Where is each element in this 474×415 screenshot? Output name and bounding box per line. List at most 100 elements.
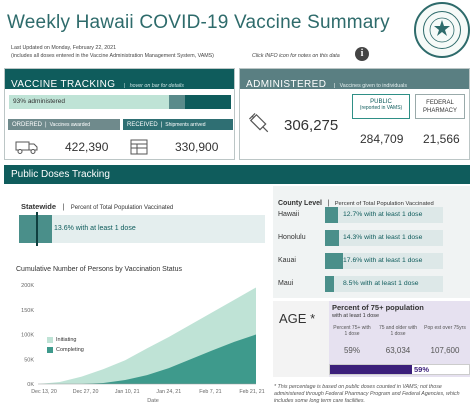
x-tick-label: Dec 27, 20 <box>73 389 99 395</box>
public-box: PUBLIC (reported in VAMS) <box>352 94 410 119</box>
age-label: AGE * <box>279 311 316 326</box>
age-col2-value: 63,034 <box>385 346 411 355</box>
county-value-label: 12.7% with at least 1 dose <box>343 211 423 218</box>
legend-initiating-swatch <box>47 337 53 343</box>
county-row[interactable]: Maui 8.5% with at least 1 dose <box>273 275 470 293</box>
includes-note: (includes all doses entered in the Vacci… <box>11 53 214 59</box>
state-seal-logo <box>414 2 470 58</box>
legend-completing-swatch <box>47 347 53 353</box>
county-name: Hawaii <box>278 211 300 218</box>
public-label: PUBLIC <box>370 99 392 105</box>
series-area-completing <box>38 334 256 384</box>
x-tick-label: Dec 13, 20 <box>31 389 57 395</box>
vaccine-tracking-header: VACCINE TRACKING | hover on bar for deta… <box>5 69 234 90</box>
administered-panel: ADMINISTERED | Vaccines given to individ… <box>239 68 470 160</box>
ordered-value: 422,390 <box>65 140 109 154</box>
age-title: Percent of 75+ population <box>332 303 424 312</box>
x-tick-label: Jan 10, 21 <box>115 389 140 395</box>
ordered-header: ORDERED | Vaccines awarded <box>8 119 120 130</box>
administered-progress-label: 93% administered <box>13 98 66 105</box>
county-row[interactable]: Kauai 17.6% with at least 1 dose <box>273 252 470 270</box>
age-subtitle: with at least 1 dose <box>332 313 380 319</box>
county-bar-track: 8.5% with at least 1 dose <box>325 276 443 292</box>
legend-initiating-label: Initiating <box>56 337 77 343</box>
county-panel: County Level | Percent of Total Populati… <box>273 186 470 298</box>
administered-progress-fill <box>9 95 169 109</box>
county-name: Maui <box>278 280 294 287</box>
info-hint: Click INFO icon for notes on this data <box>252 53 340 59</box>
administered-progress-track[interactable]: 93% administered <box>9 95 231 109</box>
age-col3-label: Pop est over 75yrs <box>424 325 466 331</box>
age-bar-fill <box>330 365 412 374</box>
administered-header: ADMINISTERED | Vaccines given to individ… <box>240 69 469 90</box>
cumulative-title: Cumulative Number of Persons by Vaccinat… <box>16 266 183 273</box>
statewide-sub: Percent of Total Population Vaccinated <box>70 205 174 211</box>
federal-value: 21,566 <box>423 132 460 146</box>
county-heading: County Level | Percent of Total Populati… <box>278 200 434 207</box>
county-bar-track: 14.3% with at least 1 dose <box>325 230 443 246</box>
public-doses-title: Public Doses Tracking <box>11 169 110 180</box>
y-tick-label: 50K <box>24 357 34 363</box>
statewide-heading: Statewide | Percent of Total Population … <box>21 202 174 211</box>
age-panel: AGE * Percent of 75+ population with at … <box>273 301 470 377</box>
y-tick-label: 100K <box>21 333 34 339</box>
legend-completing-label: Completing <box>56 347 84 353</box>
county-bar-fill <box>325 253 343 269</box>
y-tick-label: 200K <box>21 283 34 289</box>
statewide-value-label: 13.6% with at least 1 dose <box>54 225 136 232</box>
county-value-label: 17.6% with at least 1 dose <box>343 257 423 264</box>
county-bar-track: 17.6% with at least 1 dose <box>325 253 443 269</box>
statewide-bar-track[interactable]: 13.6% with at least 1 dose <box>19 212 265 246</box>
public-sub: (reported in VAMS) <box>359 105 403 111</box>
county-sub: Percent of Total Population Vaccinated <box>334 201 434 207</box>
county-bar-fill <box>325 276 334 292</box>
received-sub: Shipments arrived <box>165 121 206 128</box>
statewide-bar-fill <box>19 215 53 243</box>
age-bar-track[interactable]: 59% <box>329 364 470 375</box>
cumulative-chart: 0K 50K 100K 150K 200K Dec 13, 20 Dec 27, 20 Jan… <box>21 283 265 404</box>
county-row[interactable]: Hawaii 12.7% with at least 1 dose <box>273 206 470 224</box>
vaccine-tracking-hint: hover on bar for details <box>129 83 184 89</box>
page-title: Weekly Hawaii COVID-19 Vaccine Summary <box>7 12 390 33</box>
ordered-label: ORDERED <box>12 121 43 128</box>
x-axis-title: Date <box>147 398 159 404</box>
county-label: County Level <box>278 200 322 207</box>
statewide-marker <box>36 212 38 246</box>
x-tick-label: Feb 7, 21 <box>199 389 221 395</box>
county-name: Honolulu <box>278 234 306 241</box>
x-tick-label: Feb 21, 21 <box>239 389 264 395</box>
y-tick-label: 0K <box>27 382 34 388</box>
info-icon[interactable]: i <box>355 47 369 61</box>
county-bar-fill <box>325 207 338 223</box>
x-tick-label: Jan 24, 21 <box>156 389 181 395</box>
public-doses-header: Public Doses Tracking <box>4 165 470 184</box>
county-row[interactable]: Honolulu 14.3% with at least 1 dose <box>273 229 470 247</box>
age-col1-value: 59% <box>343 346 360 355</box>
received-label: RECEIVED <box>127 121 158 128</box>
federal-label: FEDERAL PHARMACY <box>422 100 457 114</box>
received-header: RECEIVED | Shipments arrived <box>123 119 233 130</box>
truck-icon <box>15 141 38 154</box>
ordered-sub: Vaccines awarded <box>49 121 91 128</box>
administered-total: 306,275 <box>284 117 339 134</box>
county-bar-fill <box>325 230 340 246</box>
age-col3-value: 107,600 <box>430 346 460 355</box>
age-bar-label: 59% <box>414 365 430 374</box>
age-col1-label: Percent 75+ with 1 dose <box>333 325 371 337</box>
syringe-icon <box>248 112 269 133</box>
footnote: * This percentage is based on public dos… <box>274 384 460 404</box>
county-value-label: 8.5% with at least 1 dose <box>343 280 419 287</box>
cumulative-legend: Initiating Completing <box>47 335 97 359</box>
administered-title: ADMINISTERED <box>246 79 327 90</box>
vaccine-tracking-panel: VACCINE TRACKING | hover on bar for deta… <box>4 68 235 160</box>
administered-sub: Vaccines given to individuals <box>339 83 408 89</box>
warehouse-icon <box>130 139 148 155</box>
y-tick-label: 150K <box>21 308 34 314</box>
statewide-label: Statewide <box>21 202 57 211</box>
age-col2-label: 75 and older with 1 dose <box>378 325 418 337</box>
county-name: Kauai <box>278 257 296 264</box>
county-bar-track: 12.7% with at least 1 dose <box>325 207 443 223</box>
county-value-label: 14.3% with at least 1 dose <box>343 234 423 241</box>
received-value: 330,900 <box>175 140 219 154</box>
